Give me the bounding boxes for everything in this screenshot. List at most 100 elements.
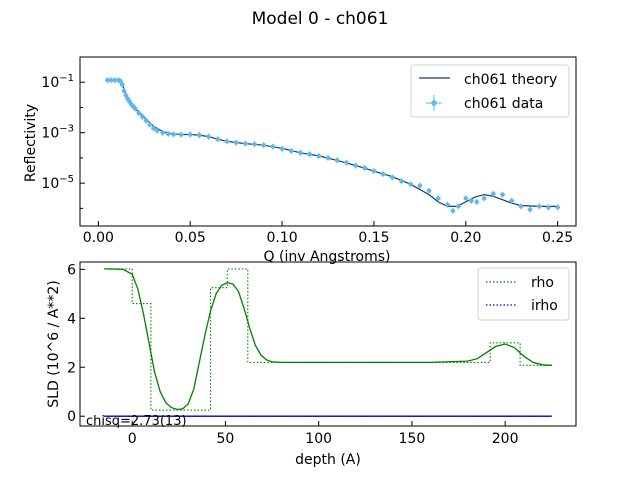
- y-tick-label: 2: [67, 360, 76, 376]
- data-marker: [243, 141, 248, 146]
- x-tick-label: 0.25: [542, 230, 573, 246]
- data-point: [160, 129, 166, 136]
- data-marker: [334, 158, 340, 163]
- data-point: [297, 149, 303, 156]
- reflectivity-x-ticks: 0.00 0.05 0.10 0.15 0.20 0.25: [83, 221, 573, 246]
- x-tick-label: 100: [305, 431, 332, 447]
- data-marker: [537, 204, 542, 209]
- data-point: [261, 142, 267, 149]
- data-marker: [518, 204, 524, 209]
- data-marker: [417, 183, 423, 188]
- data-marker: [371, 168, 377, 174]
- data-point: [132, 105, 138, 112]
- data-marker: [160, 130, 165, 135]
- x-tick-label: 0.10: [266, 230, 297, 246]
- data-point: [187, 131, 193, 138]
- data-marker: [233, 140, 239, 145]
- data-marker: [279, 146, 285, 151]
- data-point: [398, 178, 404, 185]
- data-marker: [132, 106, 138, 111]
- sld-x-label: depth (A): [295, 452, 361, 468]
- data-point: [474, 198, 480, 205]
- data-marker: [136, 110, 141, 116]
- data-point: [136, 110, 142, 117]
- data-marker: [143, 118, 149, 123]
- data-marker: [445, 202, 450, 207]
- data-point: [527, 206, 533, 213]
- data-point: [555, 204, 561, 211]
- data-point: [518, 203, 524, 210]
- data-point: [206, 133, 212, 140]
- data-marker: [474, 199, 479, 205]
- data-marker: [171, 132, 176, 137]
- data-marker: [118, 78, 123, 84]
- legend-rho-label: rho: [531, 275, 554, 291]
- data-point: [178, 131, 184, 138]
- data-marker: [140, 114, 145, 119]
- data-marker: [270, 144, 276, 149]
- data-marker: [224, 139, 230, 144]
- data-marker: [197, 132, 202, 138]
- data-marker: [112, 78, 118, 83]
- data-marker: [353, 163, 358, 168]
- sld-plot-area: [104, 268, 552, 417]
- data-point: [196, 132, 202, 139]
- x-tick-label: 50: [217, 431, 235, 447]
- y-tick-label: 10−3: [41, 124, 74, 142]
- data-marker: [109, 78, 114, 83]
- data-marker: [215, 137, 220, 142]
- legend-data-marker: [431, 100, 437, 106]
- data-point: [455, 203, 461, 210]
- data-marker: [316, 153, 322, 159]
- data-point: [536, 203, 542, 210]
- y-tick-label: 4: [67, 311, 76, 327]
- data-marker: [120, 82, 125, 87]
- data-point: [481, 195, 487, 202]
- data-point: [380, 171, 386, 178]
- data-point: [316, 152, 322, 159]
- data-marker: [121, 88, 127, 94]
- data-point: [509, 197, 515, 204]
- data-marker: [298, 150, 303, 155]
- data-point: [371, 168, 377, 175]
- data-point: [500, 191, 506, 198]
- data-point: [165, 130, 171, 137]
- data-marker: [509, 198, 514, 203]
- sld-legend: rho irho: [477, 267, 570, 321]
- y-tick-base: 10: [41, 176, 59, 192]
- sld-panel: 0 50 100 150 200 0 2 4 6 depth (A) SLD (10^6 / …: [46, 261, 577, 468]
- data-point: [121, 87, 127, 94]
- data-marker: [154, 128, 160, 133]
- y-tick-base: 10: [41, 126, 59, 142]
- chisq-annotation: chisq=2.73(13): [86, 414, 187, 429]
- rho-dotted-line: [104, 268, 552, 411]
- sld-plot-frame: [79, 261, 577, 427]
- data-point: [123, 92, 129, 99]
- legend-irho-label: irho: [531, 298, 558, 314]
- data-marker: [362, 165, 367, 171]
- data-marker: [380, 171, 386, 177]
- y-tick-label: 10−1: [41, 73, 74, 91]
- data-point: [307, 151, 313, 158]
- data-point: [150, 125, 156, 132]
- data-marker: [469, 198, 474, 203]
- data-point: [362, 164, 368, 171]
- x-tick-label: 0.20: [450, 230, 481, 246]
- data-marker: [325, 155, 331, 161]
- data-marker: [147, 122, 153, 127]
- x-tick-label: 0: [128, 431, 137, 447]
- sld-x-ticks: 0 50 100 150 200: [128, 421, 519, 447]
- data-point: [389, 174, 395, 181]
- data-marker: [261, 142, 266, 148]
- data-marker: [500, 192, 505, 197]
- data-marker: [165, 131, 171, 137]
- data-marker: [481, 196, 487, 201]
- data-point: [288, 147, 294, 154]
- data-point: [353, 162, 359, 169]
- data-marker: [426, 188, 432, 193]
- data-marker: [390, 175, 395, 180]
- data-marker: [123, 93, 129, 98]
- data-marker: [546, 205, 551, 210]
- reflectivity-y-label: Reflectivity: [23, 104, 39, 182]
- y-tick-label: 10−5: [41, 174, 74, 192]
